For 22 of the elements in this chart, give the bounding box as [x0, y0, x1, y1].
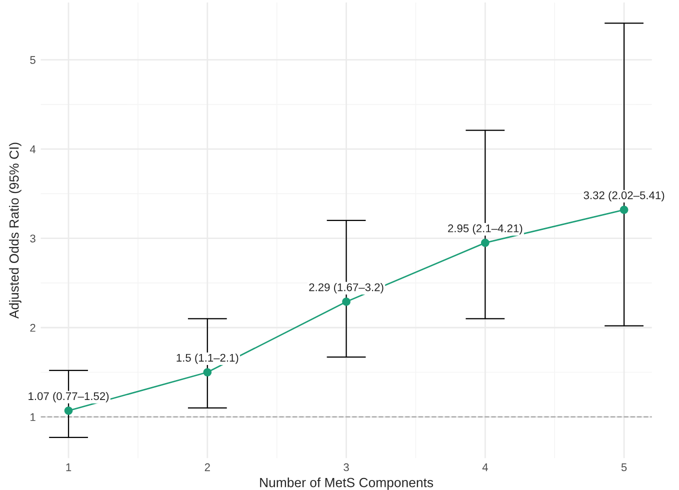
y-axis-title: Adjusted Odds Ratio (95% CI) — [9, 142, 22, 319]
x-tick-label: 3 — [344, 463, 349, 472]
data-label: 1.07 (0.77–1.52) — [28, 392, 109, 402]
x-tick-label: 4 — [482, 463, 488, 472]
y-tick-label: 4 — [30, 145, 36, 154]
data-label: 2.95 (2.1–4.21) — [448, 224, 522, 234]
point — [620, 206, 628, 214]
data-label: 2.29 (1.67–3.2) — [309, 283, 384, 294]
x-axis-title: Number of MetS Components — [260, 478, 434, 490]
y-tick-label: 2 — [30, 324, 36, 332]
y-tick-label: 3 — [30, 234, 36, 242]
x-tick-label: 1 — [66, 463, 72, 472]
point — [342, 298, 350, 306]
y-tick-label: 5 — [30, 56, 36, 64]
data-label: 1.5 (1.1–2.1) — [176, 354, 238, 364]
point — [64, 406, 73, 415]
point — [481, 238, 490, 247]
y-tick-label: 1 — [30, 413, 36, 421]
data-label: 3.32 (2.02–5.41) — [584, 191, 664, 202]
x-tick-label: 2 — [204, 463, 210, 472]
x-tick-label: 5 — [621, 463, 627, 472]
point — [203, 368, 212, 376]
